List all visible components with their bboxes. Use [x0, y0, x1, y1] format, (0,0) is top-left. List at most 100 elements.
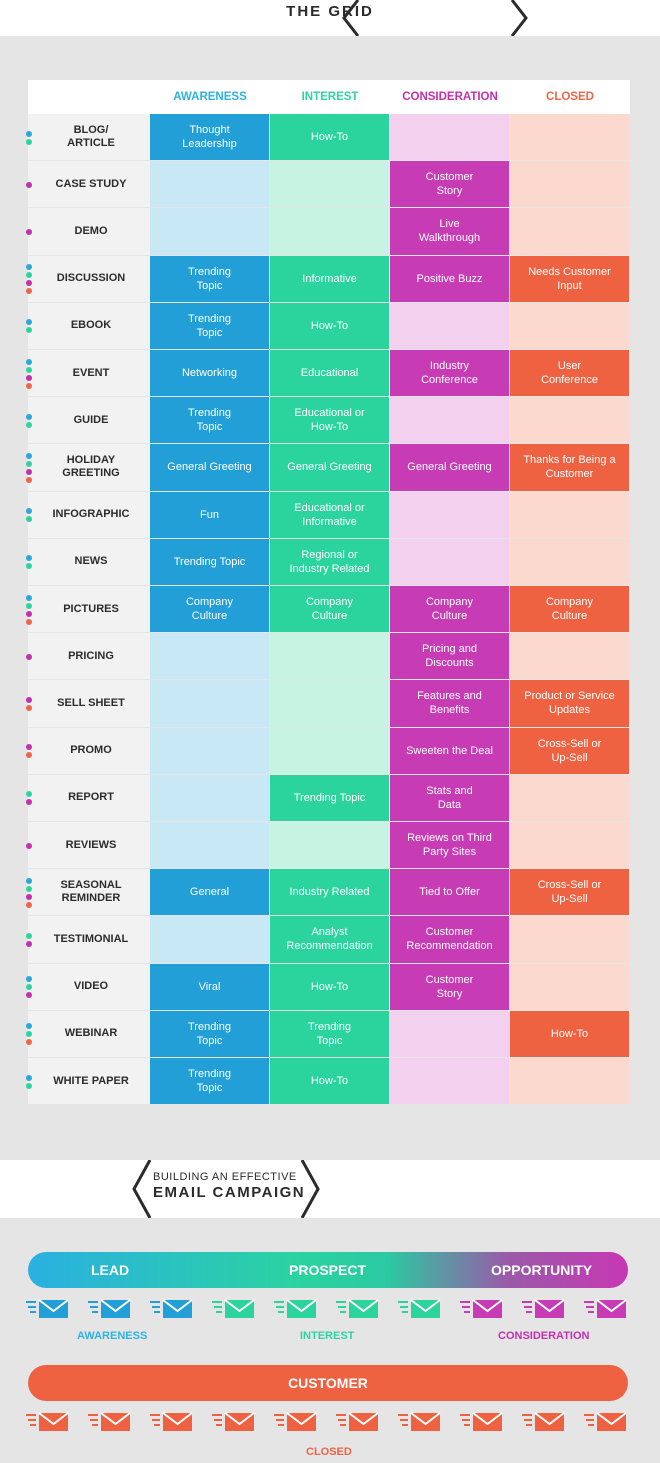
pipeline-bar: LEAD PROSPECT OPPORTUNITY — [28, 1252, 628, 1288]
grid-cell-awareness — [150, 916, 269, 963]
grid-cell-consideration: Live Walkthrough — [390, 208, 509, 255]
column-header-consideration: CONSIDERATION — [390, 80, 510, 114]
grid-cell-awareness — [150, 680, 269, 727]
row-label: GUIDE — [28, 397, 150, 444]
grid-cell-awareness — [150, 774, 269, 821]
stage-dot-awareness — [26, 319, 32, 326]
grid-cell-consideration: Company Culture — [390, 586, 509, 633]
grid-cell-awareness — [150, 822, 269, 869]
row-label: PICTURES — [28, 586, 150, 633]
grid-cell-interest: How-To — [270, 1058, 389, 1105]
grid-cell-interest: Analyst Recommendation — [270, 916, 389, 963]
email-envelope-icon — [522, 1298, 566, 1325]
grid-cell-interest: Company Culture — [270, 586, 389, 633]
email-envelope-icon — [88, 1298, 132, 1325]
pipeline-prospect: PROSPECT — [289, 1262, 367, 1278]
grid-cell-interest: Trending Topic — [270, 774, 389, 821]
pipeline-lead: LEAD — [91, 1262, 130, 1278]
grid-cell-closed: Thanks for Being a Customer — [510, 444, 629, 491]
grid-cell-interest — [270, 208, 389, 255]
email-envelope-icon — [26, 1411, 70, 1438]
customer-bar: CUSTOMER — [28, 1365, 628, 1401]
stage-dot-awareness — [26, 877, 32, 884]
stage-dot-interest — [26, 1031, 32, 1038]
grid-cell-closed: Cross-Sell or Up-Sell — [510, 869, 629, 916]
email-envelope-icon — [150, 1411, 194, 1438]
email-envelope-icon — [26, 1298, 70, 1325]
grid-cell-interest: Industry Related — [270, 869, 389, 916]
stage-dot-interest — [26, 602, 32, 609]
stage-dot-awareness — [26, 976, 32, 983]
grid-cell-awareness: Viral — [150, 963, 269, 1010]
grid-cell-consideration: Industry Conference — [390, 350, 509, 397]
email-envelope-icon — [212, 1411, 256, 1438]
stage-dot-awareness — [26, 555, 32, 562]
grid-cell-awareness — [150, 161, 269, 208]
stage-dot-awareness — [26, 1074, 32, 1081]
grid-cell-closed — [510, 916, 629, 963]
stage-dot-consideration — [26, 842, 32, 849]
grid-cell-interest: Regional or Industry Related — [270, 538, 389, 585]
stage-consideration-label: CONSIDERATION — [498, 1330, 590, 1342]
stage-dot-interest — [26, 421, 32, 428]
grid-cell-awareness: Trending Topic — [150, 255, 269, 302]
grid-cell-closed — [510, 302, 629, 349]
stage-dot-closed — [26, 288, 32, 295]
column-header-interest: INTEREST — [270, 80, 390, 114]
grid-cell-consideration: General Greeting — [390, 444, 509, 491]
row-label: EBOOK — [28, 302, 150, 349]
email-envelope-icon — [274, 1411, 318, 1438]
stage-dot-awareness — [26, 130, 32, 137]
left-bracket-icon — [342, 0, 360, 36]
stage-dot-closed — [26, 901, 32, 908]
grid-cell-closed: User Conference — [510, 350, 629, 397]
row-label: INFOGRAPHIC — [28, 491, 150, 538]
row-label: TESTIMONIAL — [28, 916, 150, 963]
stage-dot-consideration — [26, 374, 32, 381]
grid-cell-consideration — [390, 302, 509, 349]
grid-cell-consideration — [390, 538, 509, 585]
email-envelope-icon — [274, 1298, 318, 1325]
content-grid: AWARENESS INTEREST CONSIDERATION CLOSED BLOG… — [26, 80, 630, 1108]
grid-cell-awareness — [150, 633, 269, 680]
email-envelope-icon — [522, 1411, 566, 1438]
grid-cell-awareness: Trending Topic — [150, 1058, 269, 1105]
row-label: HOLIDAY GREETING — [28, 444, 150, 491]
left-bracket-icon — [132, 1160, 152, 1218]
grid-cell-closed: How-To — [510, 1010, 629, 1057]
row-label: SELL SHEET — [28, 680, 150, 727]
grid-cell-closed — [510, 963, 629, 1010]
grid-cell-consideration — [390, 1010, 509, 1057]
row-label: SEASONAL REMINDER — [28, 869, 150, 916]
row-label: WEBINAR — [28, 1010, 150, 1057]
row-label: NEWS — [28, 538, 150, 585]
grid-cell-interest — [270, 161, 389, 208]
row-label: PROMO — [28, 727, 150, 774]
stage-dot-consideration — [26, 697, 32, 703]
email-envelope-icon — [584, 1298, 628, 1325]
stage-dot-interest — [26, 327, 32, 334]
stage-dot-closed — [26, 477, 32, 483]
stage-interest-label: INTEREST — [300, 1330, 355, 1342]
email-title-line2: EMAIL CAMPAIGN — [153, 1184, 306, 1201]
grid-cell-consideration: Tied to Offer — [390, 869, 509, 916]
email-envelope-icon — [398, 1298, 442, 1325]
pipeline-opportunity: OPPORTUNITY — [491, 1262, 593, 1278]
grid-cell-closed — [510, 208, 629, 255]
grid-cell-awareness: Fun — [150, 491, 269, 538]
stage-closed-label: CLOSED — [306, 1446, 352, 1458]
grid-cell-awareness — [150, 208, 269, 255]
stage-dot-awareness — [26, 264, 32, 271]
row-label: DISCUSSION — [28, 255, 150, 302]
stage-dot-awareness — [26, 358, 32, 365]
stage-awareness-label: AWARENESS — [77, 1330, 148, 1342]
stage-dot-interest — [26, 791, 32, 798]
grid-cell-closed — [510, 491, 629, 538]
stage-dot-consideration — [26, 229, 32, 235]
email-envelope-icon — [584, 1411, 628, 1438]
grid-cell-closed — [510, 397, 629, 444]
stage-dot-closed — [26, 382, 32, 389]
grid-title: THE GRID — [286, 2, 374, 20]
stage-dot-interest — [26, 1082, 32, 1089]
stage-dot-consideration — [26, 992, 32, 999]
